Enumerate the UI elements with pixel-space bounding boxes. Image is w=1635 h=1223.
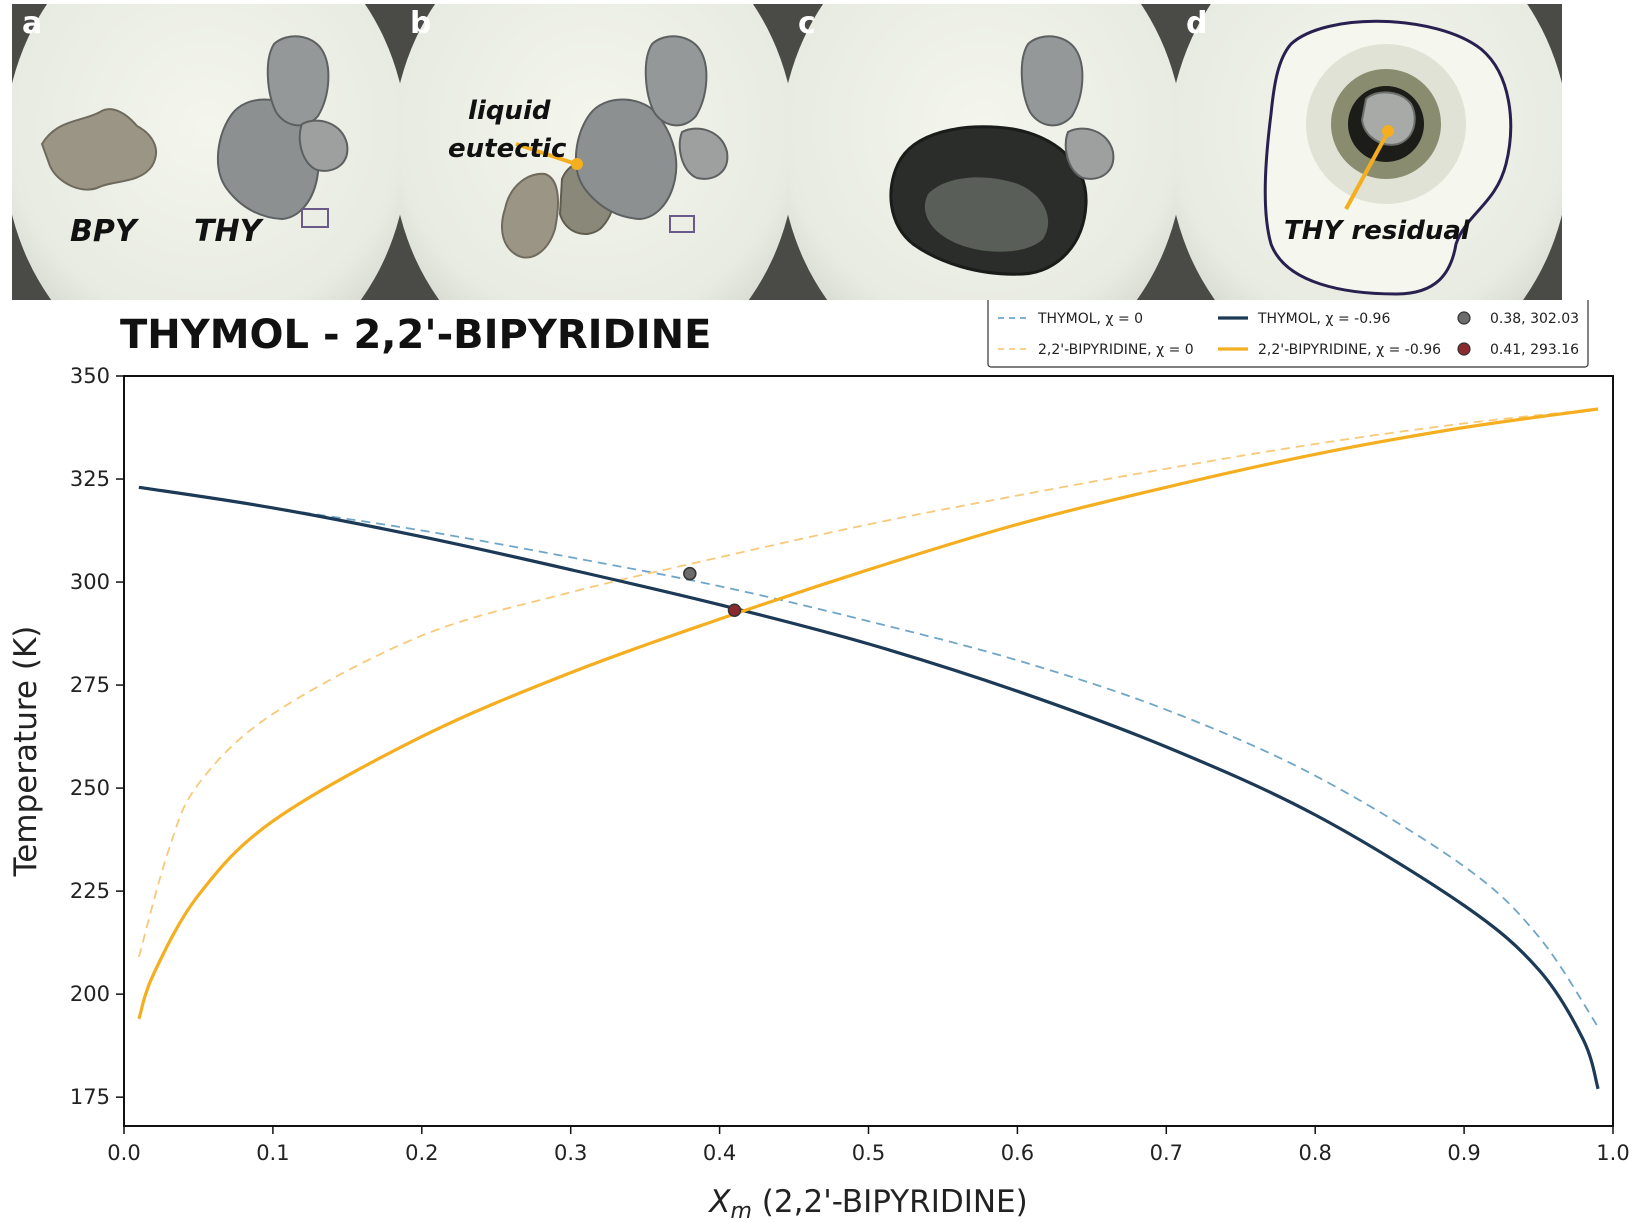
y-tick-label: 350 bbox=[70, 364, 110, 388]
x-tick-label: 0.8 bbox=[1298, 1141, 1331, 1165]
y-tick-label: 275 bbox=[70, 673, 110, 697]
legend-label: THYMOL, χ = 0 bbox=[1037, 311, 1143, 327]
phase-diagram-chart: 0.0 0.1 0.2 0.3 0.4 0.5 0.6 0.7 0.8 0.9 1.0 175 200 2… bbox=[8, 300, 1630, 1223]
real-eutectic-point bbox=[727, 603, 742, 617]
legend-label: 0.38, 302.03 bbox=[1490, 311, 1579, 327]
legend-box bbox=[987, 300, 1589, 368]
liquid-label: liquid bbox=[468, 96, 551, 126]
legend-label: 0.41, 293.16 bbox=[1490, 342, 1579, 358]
x-tick-label: 0.1 bbox=[256, 1141, 289, 1165]
y-tick-label: 175 bbox=[70, 1085, 110, 1109]
micrograph-panel-d: d THY residual bbox=[1176, 4, 1562, 300]
bpy-label: BPY bbox=[70, 214, 137, 249]
x-tick-label: 0.4 bbox=[703, 1141, 736, 1165]
panel-letter: b bbox=[410, 6, 432, 41]
y-axis-label: Temperature (K) bbox=[8, 626, 44, 878]
legend-label: 2,2'-BIPYRIDINE, χ = 0 bbox=[1038, 342, 1194, 358]
thymol-ideal-curve bbox=[138, 486, 1599, 1028]
legend: THYMOL, χ = 0 THYMOL, χ = -0.96 0.38, 302.… bbox=[987, 300, 1589, 368]
micrograph-panel-c: c bbox=[788, 4, 1176, 300]
bpy-real-curve bbox=[137, 407, 1599, 1020]
y-tick-label: 250 bbox=[70, 776, 110, 800]
axes-group: 0.0 0.1 0.2 0.3 0.4 0.5 0.6 0.7 0.8 0.9 1.0 175 200 2… bbox=[8, 364, 1630, 1223]
micrograph-panel-b: b liquid eutectic bbox=[400, 4, 788, 300]
x-tick-label: 0.7 bbox=[1150, 1141, 1183, 1165]
x-tick-label: 0.0 bbox=[107, 1141, 140, 1165]
micrograph-panel-a: a BPY THY bbox=[12, 4, 400, 300]
thymol-real-curve bbox=[138, 485, 1600, 1090]
chart-title: THYMOL - 2,2'-BIPYRIDINE bbox=[120, 312, 711, 358]
y-tick-label: 225 bbox=[70, 879, 110, 903]
y-tick-label: 325 bbox=[70, 467, 110, 491]
panel-letter: d bbox=[1186, 6, 1208, 41]
ideal-eutectic-point bbox=[683, 566, 697, 581]
panel-letter: c bbox=[798, 6, 816, 41]
plot-frame bbox=[123, 375, 1614, 1127]
legend-label: 2,2'-BIPYRIDINE, χ = -0.96 bbox=[1258, 342, 1441, 358]
x-tick-label: 0.5 bbox=[852, 1141, 885, 1165]
thy-residual-label: THY residual bbox=[1284, 216, 1470, 246]
legend-marker bbox=[1457, 311, 1471, 325]
eutectic-label: eutectic bbox=[448, 134, 567, 164]
crystal-drawing bbox=[501, 35, 729, 259]
x-tick-label: 1.0 bbox=[1596, 1141, 1629, 1165]
y-tick-label: 300 bbox=[70, 570, 110, 594]
x-tick-label: 0.3 bbox=[554, 1141, 587, 1165]
series-group bbox=[137, 407, 1600, 1090]
x-axis-label: Xm (2,2'-BIPYRIDINE) bbox=[707, 1184, 1027, 1223]
thy-label: THY bbox=[194, 214, 262, 249]
crystal-drawing bbox=[1263, 19, 1513, 296]
legend-label: THYMOL, χ = -0.96 bbox=[1257, 311, 1390, 327]
panel-letter: a bbox=[22, 6, 43, 41]
x-tick-label: 0.2 bbox=[405, 1141, 438, 1165]
x-tick-label: 0.6 bbox=[1001, 1141, 1034, 1165]
crystal-drawing bbox=[889, 35, 1115, 276]
x-tick-label: 0.9 bbox=[1447, 1141, 1480, 1165]
crystal-drawing bbox=[40, 35, 349, 228]
y-tick-label: 200 bbox=[70, 982, 110, 1006]
legend-marker bbox=[1457, 342, 1471, 356]
micrograph-strip: a BPY THY b liquid eutectic c bbox=[0, 0, 1635, 300]
bpy-ideal-curve bbox=[138, 408, 1599, 958]
